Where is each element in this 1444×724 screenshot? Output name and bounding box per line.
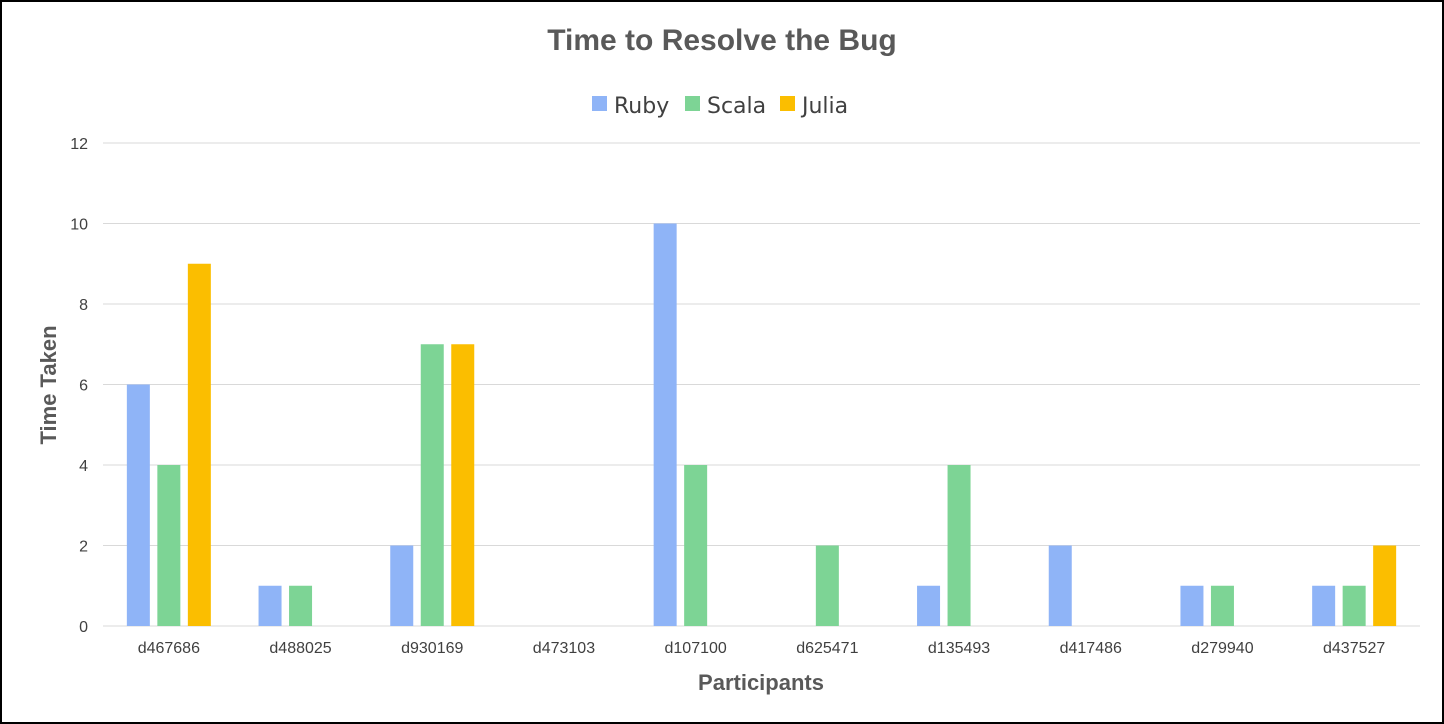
x-tick-label: d135493 xyxy=(928,640,990,657)
bar-ruby-d135493 xyxy=(917,585,941,626)
y-tick-label: 12 xyxy=(70,136,88,153)
legend-label-scala: Scala xyxy=(707,94,766,119)
chart-title: Time to Resolve the Bug xyxy=(547,24,897,57)
x-axis-title: Participants xyxy=(698,670,824,695)
bar-julia-d467686 xyxy=(187,263,211,626)
x-tick-label: d930169 xyxy=(401,640,463,657)
y-axis-title: Time Taken xyxy=(36,325,61,444)
bar-ruby-d437527 xyxy=(1312,585,1336,626)
legend-label-ruby: Ruby xyxy=(614,94,669,119)
bar-ruby-d107100 xyxy=(653,223,677,626)
legend: Ruby Scala Julia xyxy=(592,94,848,119)
y-axis-ticks: 0 2 4 6 8 10 12 xyxy=(70,136,88,636)
x-axis-ticks: d467686 d488025 d930169 d473103 d107100 d6254… xyxy=(138,640,1386,657)
bar-ruby-d930169 xyxy=(390,545,414,626)
bar-scala-d107100 xyxy=(684,465,708,626)
x-tick-label: d279940 xyxy=(1191,640,1253,657)
bar-scala-d135493 xyxy=(947,465,971,626)
x-tick-label: d473103 xyxy=(533,640,595,657)
bar-ruby-d488025 xyxy=(258,585,282,626)
x-tick-label: d417486 xyxy=(1060,640,1122,657)
x-tick-label: d467686 xyxy=(138,640,200,657)
y-tick-label: 0 xyxy=(79,619,88,636)
gridlines xyxy=(103,142,1420,627)
bar-scala-d437527 xyxy=(1342,585,1366,626)
y-tick-label: 10 xyxy=(70,217,88,234)
legend-label-julia: Julia xyxy=(800,94,848,119)
y-tick-label: 6 xyxy=(79,378,88,395)
bar-scala-d625471 xyxy=(815,545,839,626)
x-tick-label: d437527 xyxy=(1323,640,1385,657)
y-tick-label: 2 xyxy=(79,539,88,556)
y-tick-label: 4 xyxy=(79,458,88,475)
x-tick-label: d488025 xyxy=(269,640,331,657)
bar-julia-d437527 xyxy=(1373,545,1397,626)
legend-swatch-scala xyxy=(685,96,700,111)
bar-scala-d488025 xyxy=(289,585,313,626)
legend-swatch-julia xyxy=(780,96,795,111)
legend-swatch-ruby xyxy=(592,96,607,111)
y-tick-label: 8 xyxy=(79,297,88,314)
x-tick-label: d625471 xyxy=(796,640,858,657)
bar-scala-d930169 xyxy=(420,344,444,626)
bars xyxy=(126,223,1397,626)
bar-julia-d930169 xyxy=(451,344,475,626)
bar-ruby-d417486 xyxy=(1048,545,1072,626)
x-tick-label: d107100 xyxy=(665,640,727,657)
bar-ruby-d467686 xyxy=(126,384,150,626)
bar-scala-d467686 xyxy=(157,465,181,626)
bar-ruby-d279940 xyxy=(1180,585,1204,626)
bar-scala-d279940 xyxy=(1210,585,1234,626)
